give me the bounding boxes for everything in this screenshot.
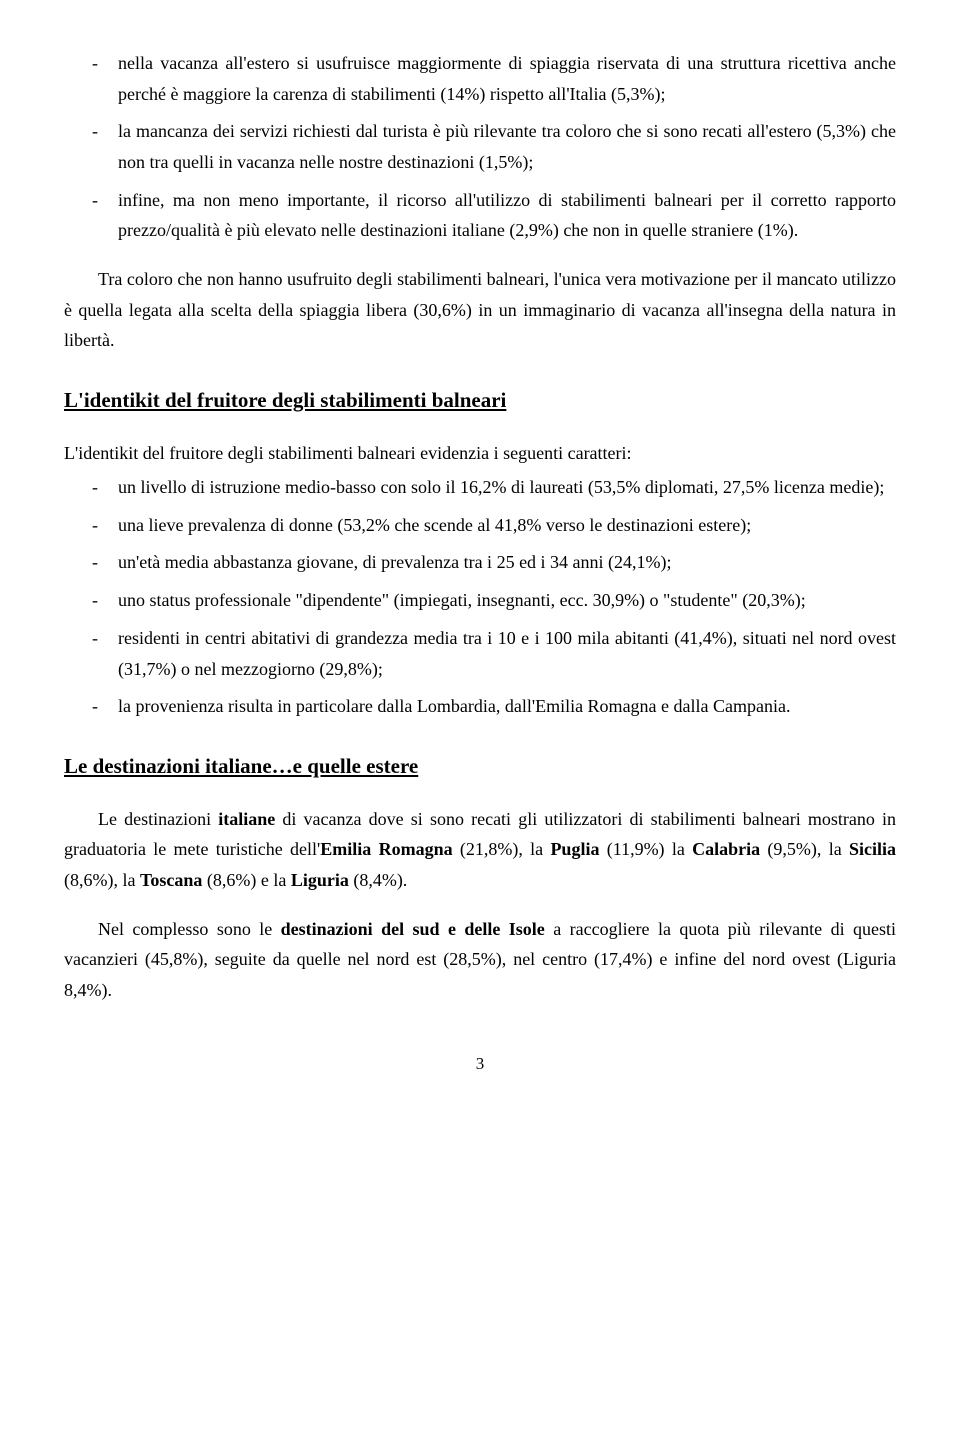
list-item: un livello di istruzione medio-basso con… — [118, 472, 896, 503]
paragraph-motivazione: Tra coloro che non hanno usufruito degli… — [64, 264, 896, 356]
list-item: un'età media abbastanza giovane, di prev… — [118, 547, 896, 578]
list-item: nella vacanza all'estero si usufruisce m… — [118, 48, 896, 109]
list-item: infine, ma non meno importante, il ricor… — [118, 185, 896, 246]
lead-identikit: L'identikit del fruitore degli stabilime… — [64, 438, 896, 469]
identikit-bullet-list: un livello di istruzione medio-basso con… — [64, 472, 896, 722]
top-bullet-list: nella vacanza all'estero si usufruisce m… — [64, 48, 896, 246]
page-number: 3 — [64, 1050, 896, 1079]
list-item: uno status professionale "dipendente" (i… — [118, 585, 896, 616]
paragraph-destinazioni-summary: Nel complesso sono le destinazioni del s… — [64, 914, 896, 1006]
heading-identikit: L'identikit del fruitore degli stabilime… — [64, 383, 896, 419]
list-item: residenti in centri abitativi di grandez… — [118, 623, 896, 684]
paragraph-destinazioni-italiane: Le destinazioni italiane di vacanza dove… — [64, 804, 896, 896]
list-item: una lieve prevalenza di donne (53,2% che… — [118, 510, 896, 541]
list-item: la mancanza dei servizi richiesti dal tu… — [118, 116, 896, 177]
heading-destinazioni: Le destinazioni italiane…e quelle estere — [64, 749, 896, 785]
list-item: la provenienza risulta in particolare da… — [118, 691, 896, 722]
